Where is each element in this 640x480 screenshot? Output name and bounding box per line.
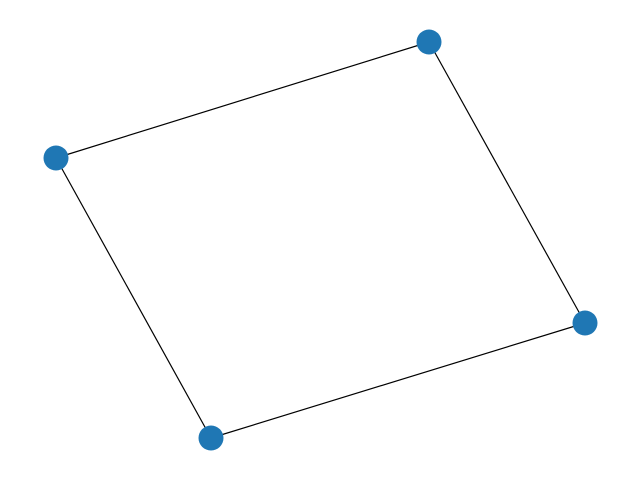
nodes-layer (43, 29, 598, 451)
graph-edge-node-d-node-a (428, 41, 586, 324)
graph-edge-node-c-node-d (210, 322, 586, 439)
graph-edge-node-b-node-c (55, 157, 212, 439)
edges-layer (55, 41, 586, 439)
graph-node-c (198, 425, 224, 451)
graph-node-b (43, 145, 69, 171)
graph-edge-node-a-node-b (55, 41, 430, 159)
graph-node-d (572, 310, 598, 336)
graph-node-a (416, 29, 442, 55)
